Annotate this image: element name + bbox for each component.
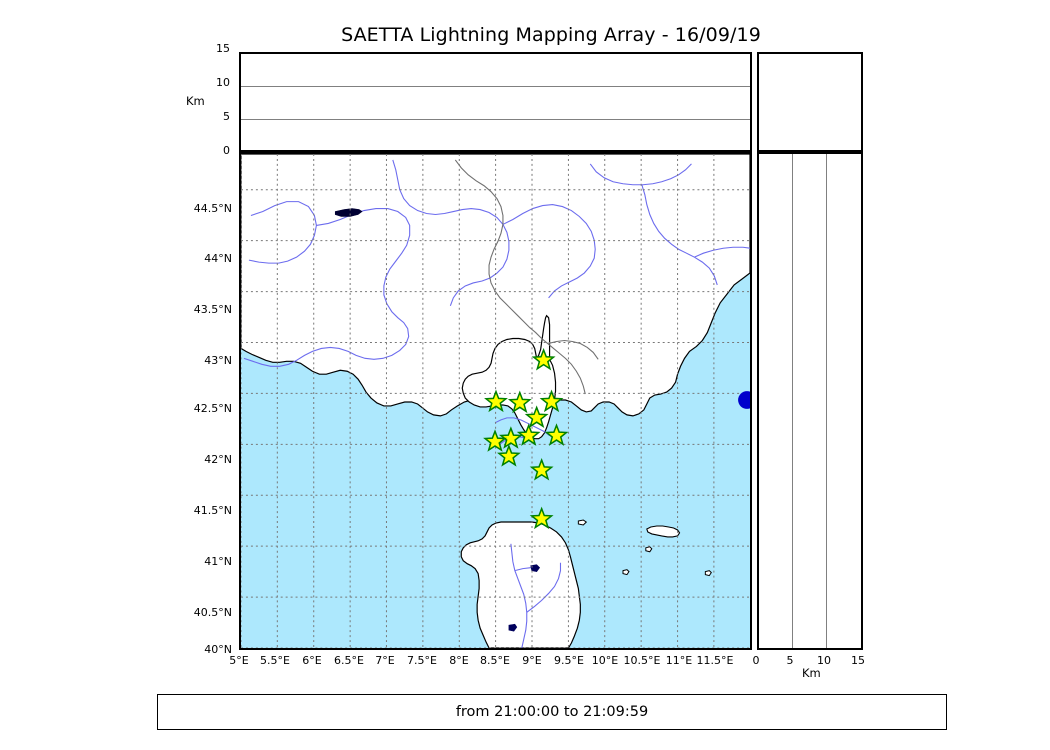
station-star <box>539 389 564 413</box>
map-xtick-9.5E: 9.5°E <box>554 654 584 667</box>
top-panel-ytick-15: 15 <box>216 42 230 55</box>
map-xtick-9E: 9°E <box>522 654 542 667</box>
lake-geneva <box>334 208 363 217</box>
map-graphic <box>241 154 750 648</box>
longitude-altitude-panel[interactable] <box>239 52 752 152</box>
station-star <box>544 423 569 446</box>
right-panel-gridline-10 <box>826 154 827 648</box>
station-star <box>498 426 523 449</box>
map-xtick-11.5E: 11.5°E <box>696 654 734 667</box>
map-ytick-43.5N: 43.5°N <box>193 303 232 316</box>
station-star <box>529 457 554 481</box>
station-star <box>484 389 508 413</box>
right-panel-xtick-5: 5 <box>786 654 794 667</box>
islet-a <box>645 546 653 553</box>
time-range-text: from 21:00:00 to 21:09:59 <box>455 704 649 720</box>
vhf-source-dot <box>738 391 750 409</box>
station-star <box>524 405 549 428</box>
top-panel-ytick-5: 5 <box>223 110 230 123</box>
map-xtick-10.5E: 10.5°E <box>623 654 661 667</box>
map-xtick-11E: 11°E <box>665 654 693 667</box>
elba-island <box>646 525 681 538</box>
map-xtick-6.5E: 6.5°E <box>334 654 364 667</box>
time-range-status-bar[interactable]: from 21:00:00 to 21:09:59 <box>157 694 947 730</box>
map-ytick-42.5N: 42.5°N <box>193 402 232 415</box>
right-panel-xtick-15: 15 <box>851 654 865 667</box>
lma-station-markers <box>483 347 569 530</box>
map-ytick-44N: 44°N <box>204 252 232 265</box>
map-ytick-43N: 43°N <box>204 354 232 367</box>
map-xtick-5E: 5°E <box>229 654 249 667</box>
lake-sardinia-2 <box>508 623 518 632</box>
map-xtick-6E: 6°E <box>302 654 322 667</box>
station-star <box>516 423 541 446</box>
right-panel-gridline-5 <box>792 154 793 648</box>
map-ytick-41N: 41°N <box>204 555 232 568</box>
station-star <box>483 429 507 452</box>
top-panel-ytick-0: 0 <box>223 144 230 157</box>
altitude-latitude-panel[interactable] <box>757 152 863 650</box>
top-panel-axis-label-km: Km <box>186 94 205 108</box>
station-star <box>496 444 521 467</box>
right-panel-xtick-0: 0 <box>752 654 760 667</box>
map-xtick-7.5E: 7.5°E <box>407 654 437 667</box>
station-star <box>507 390 532 414</box>
map-xtick-8E: 8°E <box>449 654 469 667</box>
map-ytick-44.5N: 44.5°N <box>193 202 232 215</box>
map-xtick-10E: 10°E <box>591 654 619 667</box>
plan-view-map-panel[interactable] <box>239 152 752 650</box>
map-ytick-40.5N: 40.5°N <box>193 606 232 619</box>
map-ytick-40N: 40°N <box>204 643 232 656</box>
islet-b <box>622 569 630 576</box>
map-gridlines <box>241 154 750 648</box>
corner-panel[interactable] <box>757 52 863 152</box>
station-star <box>531 347 556 371</box>
map-xtick-5.5E: 5.5°E <box>260 654 290 667</box>
map-xtick-7E: 7°E <box>375 654 395 667</box>
political-borders <box>454 159 599 395</box>
right-panel-xtick-10: 10 <box>817 654 831 667</box>
station-star <box>529 506 554 530</box>
right-panel-axis-label-km: Km <box>802 666 821 680</box>
top-panel-ytick-10: 10 <box>216 76 230 89</box>
islet-d <box>577 519 588 526</box>
top-panel-gridline-10 <box>241 86 750 87</box>
map-ytick-41.5N: 41.5°N <box>193 504 232 517</box>
islet-c <box>704 570 712 577</box>
map-xtick-8.5E: 8.5°E <box>480 654 510 667</box>
map-ytick-42N: 42°N <box>204 453 232 466</box>
top-panel-gridline-5 <box>241 119 750 120</box>
lake-sardinia-1 <box>530 564 541 572</box>
page-title: SAETTA Lightning Mapping Array - 16/09/1… <box>341 24 761 46</box>
